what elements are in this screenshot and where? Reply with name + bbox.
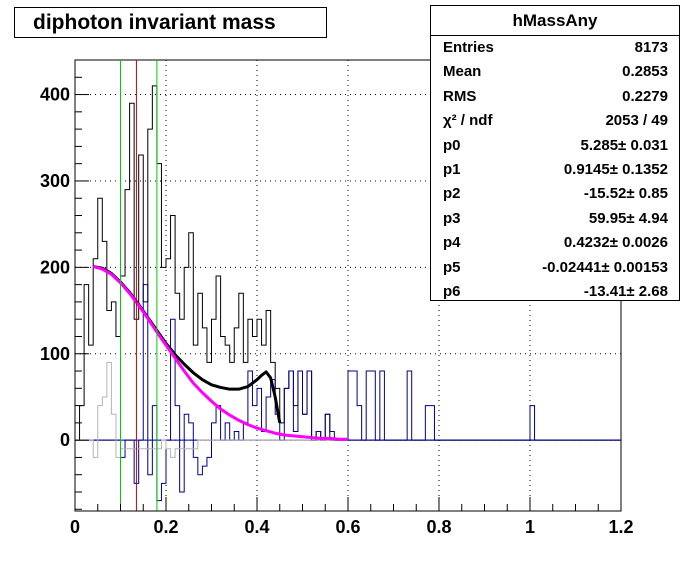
stats-label: Mean <box>443 63 482 81</box>
stats-row: p3 59.95± 4.94 <box>431 207 679 231</box>
stats-label: RMS <box>443 87 477 105</box>
stats-row: p6 -13.41± 2.68 <box>431 280 679 304</box>
stats-value: 0.2279 <box>622 87 668 105</box>
y-tick-label: 100 <box>40 344 70 364</box>
stats-label: p2 <box>443 185 461 203</box>
x-tick-label: 0 <box>70 517 80 537</box>
stats-row: Entries 8173 <box>431 36 679 60</box>
x-tick-label: 1.2 <box>608 517 633 537</box>
y-tick-label: 0 <box>60 430 70 450</box>
stats-row: p2 -15.52± 0.85 <box>431 182 679 206</box>
stats-row: RMS 0.2279 <box>431 85 679 109</box>
stats-value: 2053 / 49 <box>605 112 668 130</box>
x-tick-label: 0.2 <box>153 517 178 537</box>
fit-curve-5 <box>92 265 348 441</box>
x-tick-label: 0.6 <box>335 517 360 537</box>
stats-value: 0.2853 <box>622 63 668 81</box>
stats-value: -13.41± 2.68 <box>583 282 668 300</box>
y-tick-label: 200 <box>40 257 70 277</box>
x-axis-ticks: 0 0.2 0.4 0.6 0.8 1 1.2 <box>70 497 634 537</box>
stats-label: Entries <box>443 39 494 56</box>
stats-value: 5.285± 0.031 <box>580 136 668 154</box>
stats-box-title: hMassAny <box>431 6 679 36</box>
stats-row: Mean 0.2853 <box>431 60 679 84</box>
y-tick-label: 400 <box>40 85 70 105</box>
x-tick-label: 0.4 <box>244 517 269 537</box>
stats-box: hMassAny Entries 8173 Mean 0.2853 RMS 0.2279 χ… <box>430 5 680 301</box>
stats-row: p5 -0.02441± 0.00153 <box>431 256 679 280</box>
x-tick-label: 1 <box>525 517 535 537</box>
x-tick-label: 0.8 <box>426 517 451 537</box>
chart-title: diphoton invariant mass <box>14 7 327 38</box>
reference-lines <box>120 60 158 511</box>
stats-value: 8173 <box>634 39 668 56</box>
stats-row: p0 5.285± 0.031 <box>431 134 679 158</box>
stats-row: p1 0.9145± 0.1352 <box>431 158 679 182</box>
y-axis-ticks: 0 100 200 300 400 <box>40 59 89 510</box>
stats-value: -15.52± 0.85 <box>583 185 668 203</box>
stats-row: p4 0.4232± 0.0026 <box>431 231 679 255</box>
stats-value: 0.4232± 0.0026 <box>563 234 668 252</box>
stats-value: 0.9145± 0.1352 <box>563 160 668 178</box>
stats-label: p3 <box>443 209 461 227</box>
stats-rows: Entries 8173 Mean 0.2853 RMS 0.2279 χ² / ndf 20… <box>431 36 679 304</box>
stats-value: -0.02441± 0.00153 <box>542 258 668 276</box>
y-tick-label: 300 <box>40 171 70 191</box>
data-series <box>75 85 621 502</box>
stats-label: p5 <box>443 258 461 276</box>
stats-label: p0 <box>443 136 461 154</box>
stats-value: 59.95± 4.94 <box>588 209 668 227</box>
stats-label: p6 <box>443 282 461 300</box>
stats-label: p4 <box>443 234 461 252</box>
histogram-series-3 <box>75 361 348 458</box>
stats-row: χ² / ndf 2053 / 49 <box>431 109 679 133</box>
stats-label: p1 <box>443 160 461 178</box>
stats-label: χ² / ndf <box>443 112 493 130</box>
